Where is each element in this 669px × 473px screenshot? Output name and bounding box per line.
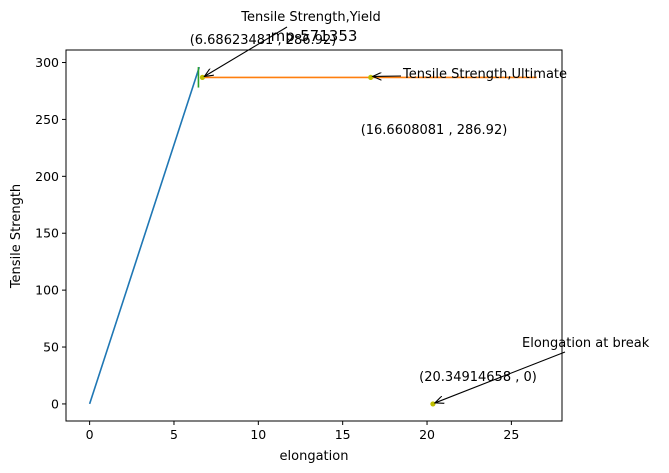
y-tick-label: 300 xyxy=(35,55,59,70)
y-tick-label: 150 xyxy=(35,226,59,241)
annotation-coords-ultimate: (16.6608081 , 286.92) xyxy=(361,123,508,138)
x-tick-label: 10 xyxy=(250,427,266,442)
x-tick-label: 20 xyxy=(419,427,435,442)
y-axis-label: Tensile Strength xyxy=(9,184,24,289)
annotation-arrow-yield xyxy=(204,26,288,76)
annotation-label-break: Elongation at break xyxy=(522,336,650,351)
data-point-2 xyxy=(430,401,436,407)
y-tick-label: 0 xyxy=(51,396,59,411)
x-tick-label: 25 xyxy=(503,427,519,442)
annotation-coords-break: (20.34914658 , 0) xyxy=(419,370,537,385)
x-tick-label: 5 xyxy=(170,427,178,442)
y-tick-label: 100 xyxy=(35,283,59,298)
annotation-label-yield: Tensile Strength,Yield xyxy=(240,10,380,25)
data-point-0 xyxy=(199,74,206,81)
annotation-layer: Tensile Strength,Yield (6.68623481 , 286.… xyxy=(190,10,650,403)
series-line-0 xyxy=(88,66,201,405)
plot-frame xyxy=(65,49,563,422)
chart-title: mp-571353 xyxy=(271,27,358,45)
x-tick-label: 15 xyxy=(335,427,351,442)
y-tick-label: 200 xyxy=(35,169,59,184)
series-layer xyxy=(88,66,537,405)
y-tick-label: 250 xyxy=(35,112,59,127)
y-tick-label: 50 xyxy=(43,340,59,355)
annotation-coords-yield: (6.68623481 , 286.92) xyxy=(190,33,337,48)
x-axis: 0 5 10 15 20 25 xyxy=(86,421,519,442)
y-axis: 0 50 100 150 200 250 300 xyxy=(35,55,66,411)
annotation-label-ultimate: Tensile Strength,Ultimate xyxy=(402,67,567,82)
x-axis-label: elongation xyxy=(280,449,349,464)
data-point-1 xyxy=(368,74,374,81)
annotation-arrow-break xyxy=(435,351,566,403)
x-tick-label: 0 xyxy=(86,427,94,442)
